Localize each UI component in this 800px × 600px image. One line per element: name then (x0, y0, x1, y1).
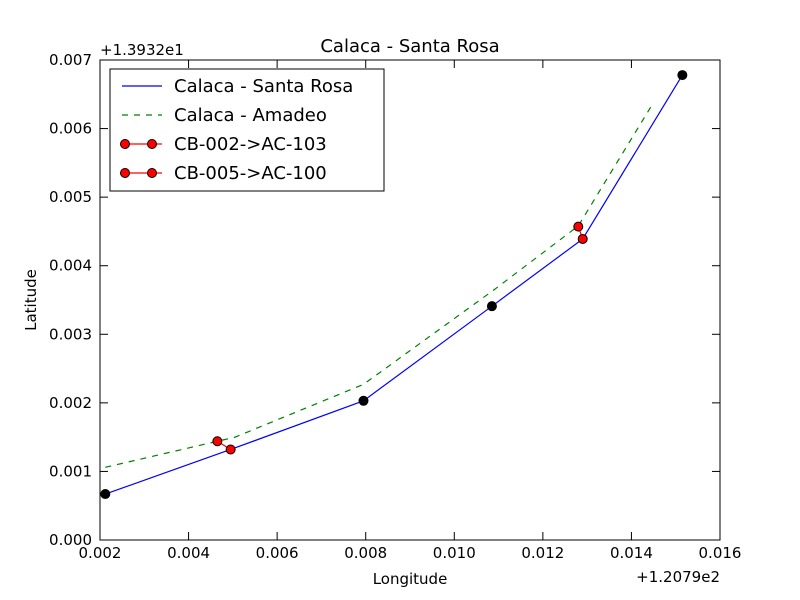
series-4-point (577, 233, 588, 244)
legend-marker (120, 168, 130, 178)
y-axis-label: Latitude (22, 269, 40, 331)
chart-title: Calaca - Santa Rosa (320, 36, 499, 57)
y-tick-label: 0.003 (49, 325, 92, 343)
y-tick-label: 0.004 (49, 257, 92, 275)
series-line-1 (105, 74, 683, 495)
legend: Calaca - Santa Rosa Calaca - Amadeo CB-002… (109, 68, 385, 192)
series-3-point (212, 436, 223, 447)
legend-label-1: Calaca - Santa Rosa (174, 76, 353, 97)
legend-marker (147, 139, 157, 149)
legend-marker (120, 139, 130, 149)
x-tick-label: 0.010 (433, 544, 476, 562)
y-tick-label: 0.005 (49, 188, 92, 206)
node-point (100, 489, 111, 500)
x-tick-label: 0.002 (79, 544, 122, 562)
legend-label-4: CB-005->AC-100 (174, 163, 327, 184)
y-tick-label: 0.006 (49, 120, 92, 138)
legend-marker (147, 168, 157, 178)
node-point (358, 395, 369, 406)
axis-ticks: 0.002 0.004 0.006 0.008 0.010 0.012 0.014 0.016… (49, 51, 741, 562)
y-offset-label: +1.3932e1 (100, 41, 184, 59)
x-tick-label: 0.012 (521, 544, 564, 562)
x-tick-label: 0.014 (610, 544, 653, 562)
node-point (677, 70, 688, 81)
series-3-point (225, 444, 236, 455)
x-offset-label: +1.2079e2 (636, 568, 720, 586)
plot-frame (99, 59, 721, 541)
legend-label-3: CB-002->AC-103 (174, 134, 327, 155)
plot-area (100, 70, 688, 500)
y-tick-label: 0.001 (49, 462, 92, 480)
x-tick-label: 0.008 (344, 544, 387, 562)
x-tick-label: 0.006 (256, 544, 299, 562)
series-4-point (573, 221, 584, 232)
x-tick-label: 0.004 (167, 544, 210, 562)
node-point (486, 301, 497, 312)
x-axis-label: Longitude (373, 570, 448, 588)
x-tick-label: 0.016 (699, 544, 742, 562)
legend-label-2: Calaca - Amadeo (174, 105, 327, 126)
y-tick-label: 0.007 (49, 51, 92, 69)
y-tick-label: 0.000 (49, 531, 92, 549)
y-tick-label: 0.002 (49, 394, 92, 412)
